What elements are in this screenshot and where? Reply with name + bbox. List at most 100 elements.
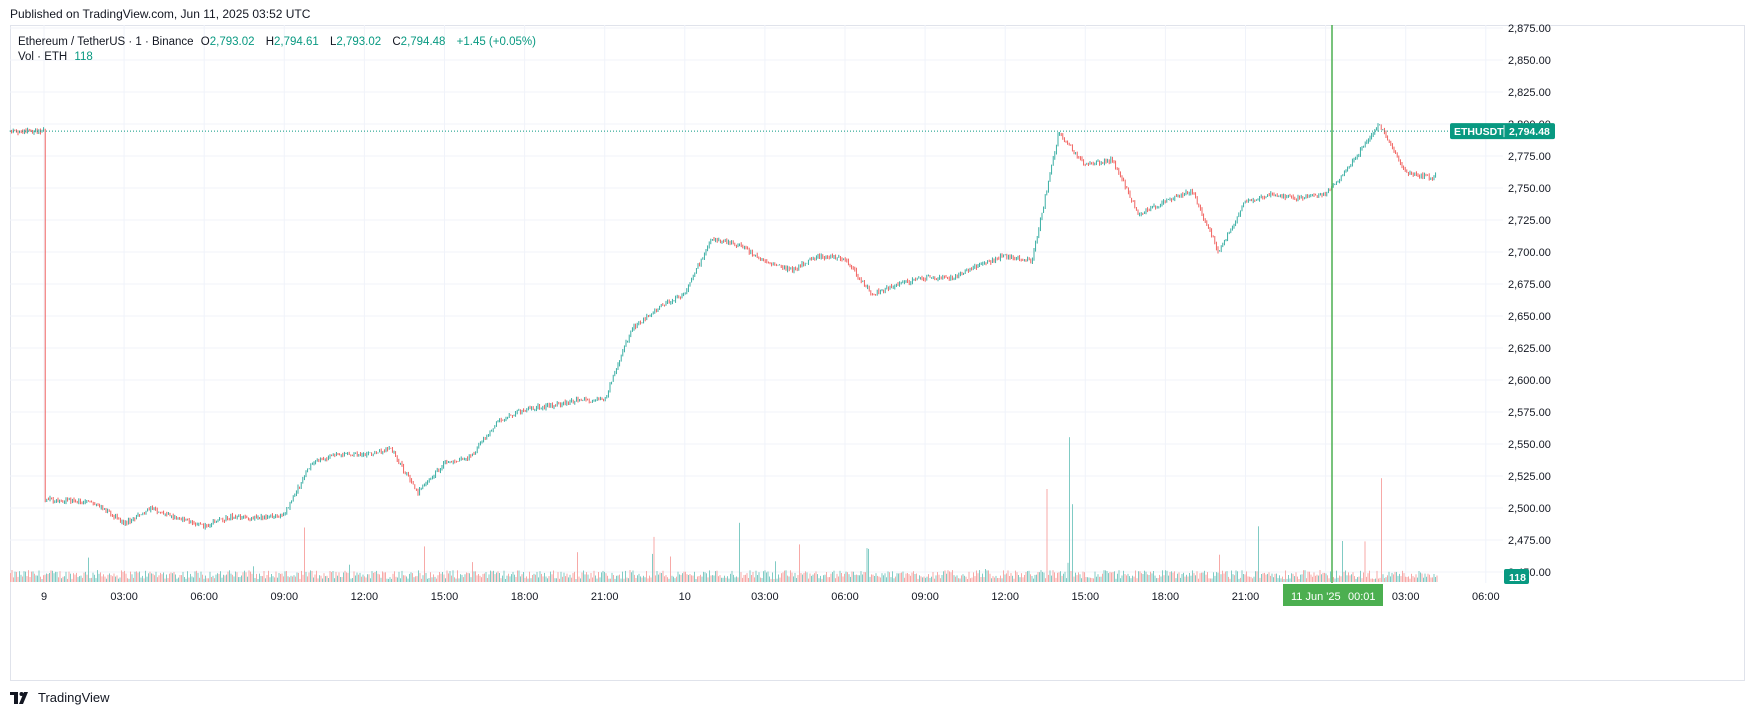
volume-bar xyxy=(658,574,659,582)
volume-bar xyxy=(92,572,94,582)
legend-volume-label[interactable]: Vol · ETH xyxy=(18,51,68,63)
volume-bar xyxy=(686,574,688,582)
volume-bar xyxy=(257,579,259,582)
volume-bar xyxy=(482,573,484,582)
volume-bar xyxy=(956,575,958,582)
time-axis[interactable]: 9 03:00 06:00 09:00 12:00 15:00 18:00 21:00 10 03… xyxy=(41,591,1500,603)
volume-bar xyxy=(217,573,218,582)
volume-bar xyxy=(155,571,157,582)
volume-bar xyxy=(239,577,241,582)
volume-bar xyxy=(691,575,692,582)
volume-bar xyxy=(862,574,863,582)
footer-branding[interactable]: TradingView xyxy=(10,690,110,705)
volume-bar xyxy=(95,578,97,582)
time-tick-label: 12:00 xyxy=(351,591,379,603)
volume-bar xyxy=(1391,572,1393,582)
volume-bar xyxy=(671,575,673,582)
legend-symbol[interactable]: Ethereum / TetherUS · 1 · Binance xyxy=(18,36,194,48)
volume-bar xyxy=(74,574,76,582)
volume-bar xyxy=(557,572,559,582)
volume-bar xyxy=(280,573,281,582)
volume-bar xyxy=(877,575,878,582)
volume-bar xyxy=(79,576,80,582)
volume-bar xyxy=(986,570,988,582)
volume-bar xyxy=(850,576,851,582)
volume-bar xyxy=(577,552,578,582)
volume-bar xyxy=(1376,570,1378,582)
volume-bar xyxy=(1255,571,1256,582)
volume-bar xyxy=(26,576,28,582)
volume-bar xyxy=(737,577,739,582)
volume-bar xyxy=(572,573,574,582)
volume-bar xyxy=(647,578,649,582)
volume-bar xyxy=(533,573,535,582)
volume-bar xyxy=(583,570,584,582)
volume-bar xyxy=(548,576,550,582)
volume-bar xyxy=(424,546,425,582)
volume-bar xyxy=(631,572,632,582)
chart-frame[interactable] xyxy=(10,25,1745,681)
candlesticks xyxy=(9,123,1437,530)
volume-bar xyxy=(844,573,845,582)
volume-bar xyxy=(767,571,769,582)
volume-bar xyxy=(209,571,211,582)
volume-bar xyxy=(487,578,488,582)
volume-bar xyxy=(896,573,898,582)
volume-bar xyxy=(541,573,542,582)
volume-bar xyxy=(1418,571,1420,582)
volume-bar xyxy=(449,571,451,582)
volume-bar xyxy=(1319,570,1321,582)
volume-bar xyxy=(520,576,521,582)
volume-bar xyxy=(250,571,251,582)
volume-bar xyxy=(637,575,638,582)
volume-bar xyxy=(451,575,452,582)
volume-bar xyxy=(1369,570,1370,582)
volume-bar xyxy=(478,574,479,582)
volume-bar xyxy=(1036,574,1037,582)
volume-bar xyxy=(1397,575,1399,582)
volume-bar xyxy=(1030,574,1031,582)
volume-bar xyxy=(892,571,893,582)
volume-bar xyxy=(967,579,968,582)
volume-bar xyxy=(824,574,826,582)
volume-bar xyxy=(1046,489,1048,582)
volume-bar xyxy=(770,578,772,582)
volume-bar xyxy=(791,572,793,582)
time-tick-label: 12:00 xyxy=(991,591,1019,603)
volume-bar xyxy=(778,574,779,582)
time-tick-label: 21:00 xyxy=(591,591,619,603)
volume-bar xyxy=(874,576,875,582)
volume-bar xyxy=(919,575,920,582)
volume-bar xyxy=(545,576,547,582)
volume-bar xyxy=(104,576,106,582)
legend-close-value: 2,794.48 xyxy=(400,36,446,48)
volume-bar xyxy=(628,578,629,582)
volume-bar xyxy=(736,576,737,582)
volume-bar xyxy=(106,578,107,582)
volume-bar xyxy=(688,575,689,582)
volume-bar xyxy=(1157,578,1159,582)
volume-bar xyxy=(311,571,313,582)
volume-bar xyxy=(182,571,184,582)
volume-bar xyxy=(859,575,860,582)
volume-bar xyxy=(463,577,464,582)
volume-bar xyxy=(1406,577,1408,582)
volume-bar xyxy=(740,572,742,582)
volume-bar xyxy=(131,574,133,582)
volume-bar xyxy=(142,575,143,582)
legend-open-label: O xyxy=(200,36,210,48)
volume-bar xyxy=(886,577,887,582)
volume-bar xyxy=(1271,573,1273,582)
volume-bar xyxy=(613,575,614,582)
volume-bar xyxy=(625,570,626,582)
volume-bar xyxy=(145,570,146,582)
volume-bar xyxy=(806,572,808,582)
volume-bar xyxy=(1352,572,1354,582)
volume-bar xyxy=(700,574,701,582)
price-axis[interactable]: 2,875.002,850.002,825.002,800.002,775.00… xyxy=(1508,23,1551,579)
price-tick-label: 2,825.00 xyxy=(1508,87,1551,99)
volume-bar xyxy=(715,571,716,582)
volume-bar xyxy=(1432,577,1433,582)
volume-bar xyxy=(428,578,430,582)
